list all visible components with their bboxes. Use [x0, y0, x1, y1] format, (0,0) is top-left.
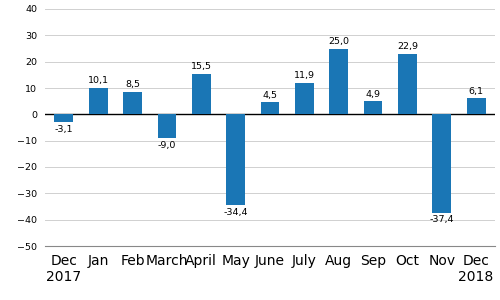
Text: -37,4: -37,4: [430, 215, 454, 224]
Text: 11,9: 11,9: [294, 71, 315, 80]
Bar: [398, 54, 417, 114]
Text: 25,0: 25,0: [328, 37, 349, 46]
Bar: [192, 74, 210, 114]
Text: 4,5: 4,5: [262, 91, 278, 100]
Text: 10,1: 10,1: [88, 76, 108, 85]
Text: -34,4: -34,4: [224, 208, 248, 217]
Bar: [364, 101, 382, 114]
Text: 8,5: 8,5: [125, 80, 140, 89]
Text: 15,5: 15,5: [191, 62, 212, 71]
Bar: [54, 114, 74, 122]
Bar: [123, 92, 142, 114]
Bar: [295, 83, 314, 114]
Text: 4,9: 4,9: [366, 90, 380, 99]
Bar: [432, 114, 451, 213]
Text: -3,1: -3,1: [54, 125, 73, 134]
Text: 6,1: 6,1: [468, 87, 483, 96]
Bar: [89, 88, 108, 114]
Text: 22,9: 22,9: [397, 42, 418, 51]
Bar: [330, 49, 348, 114]
Bar: [158, 114, 176, 138]
Bar: [260, 103, 280, 114]
Text: -9,0: -9,0: [158, 141, 176, 150]
Bar: [466, 98, 485, 114]
Bar: [226, 114, 245, 205]
